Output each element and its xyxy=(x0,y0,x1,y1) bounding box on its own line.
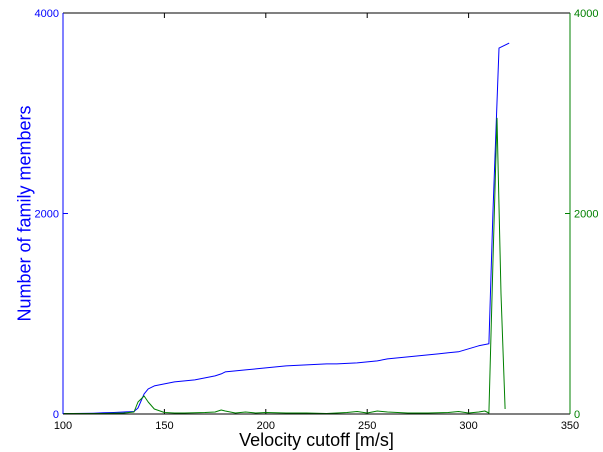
right-y-tick-label: 0 xyxy=(574,409,580,421)
plot-area: 0 2000 4000 0 2000 4000 100 150 200 250 300 350 xyxy=(35,8,599,432)
right-y-tick-label: 4000 xyxy=(574,8,598,20)
left-y-tick-label: 4000 xyxy=(35,8,59,20)
green-series-line xyxy=(63,117,506,414)
left-y-tick-label: 2000 xyxy=(35,209,59,221)
x-tick-label: 200 xyxy=(257,420,275,432)
x-axis: 100 150 200 250 300 350 xyxy=(54,13,579,432)
left-y-axis-label: Number of family members xyxy=(14,105,34,321)
x-tick-label: 100 xyxy=(54,420,72,432)
left-y-tick-label: 0 xyxy=(53,409,59,421)
x-axis-label: Velocity cutoff [m/s] xyxy=(239,430,394,450)
blue-series-line xyxy=(63,42,510,414)
x-tick-label: 150 xyxy=(155,420,173,432)
right-y-tick-label: 2000 xyxy=(574,209,598,221)
x-tick-label: 300 xyxy=(459,420,477,432)
x-tick-label: 350 xyxy=(561,420,579,432)
left-y-axis: 0 2000 4000 xyxy=(35,8,68,421)
x-tick-label: 250 xyxy=(358,420,376,432)
series-group xyxy=(63,42,510,414)
